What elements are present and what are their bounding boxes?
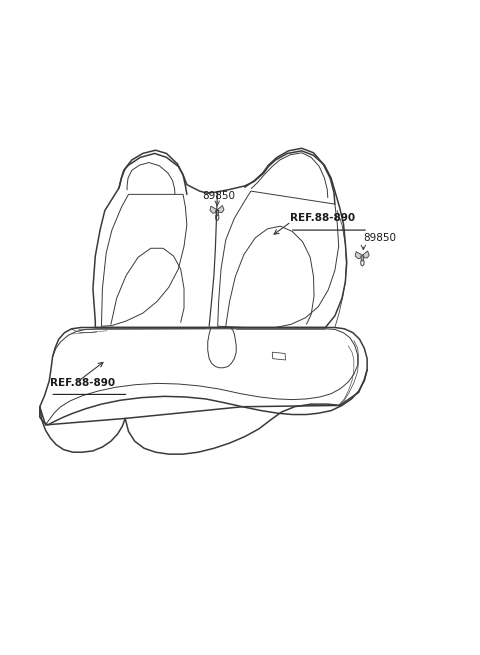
Polygon shape xyxy=(216,210,219,215)
Text: 89850: 89850 xyxy=(202,191,235,201)
Text: REF.88-890: REF.88-890 xyxy=(290,214,355,223)
Polygon shape xyxy=(217,206,224,213)
Text: 89850: 89850 xyxy=(363,233,396,243)
Polygon shape xyxy=(362,251,369,258)
Polygon shape xyxy=(355,252,362,259)
Polygon shape xyxy=(361,256,364,261)
Text: REF.88-890: REF.88-890 xyxy=(50,378,115,388)
Polygon shape xyxy=(210,206,217,214)
